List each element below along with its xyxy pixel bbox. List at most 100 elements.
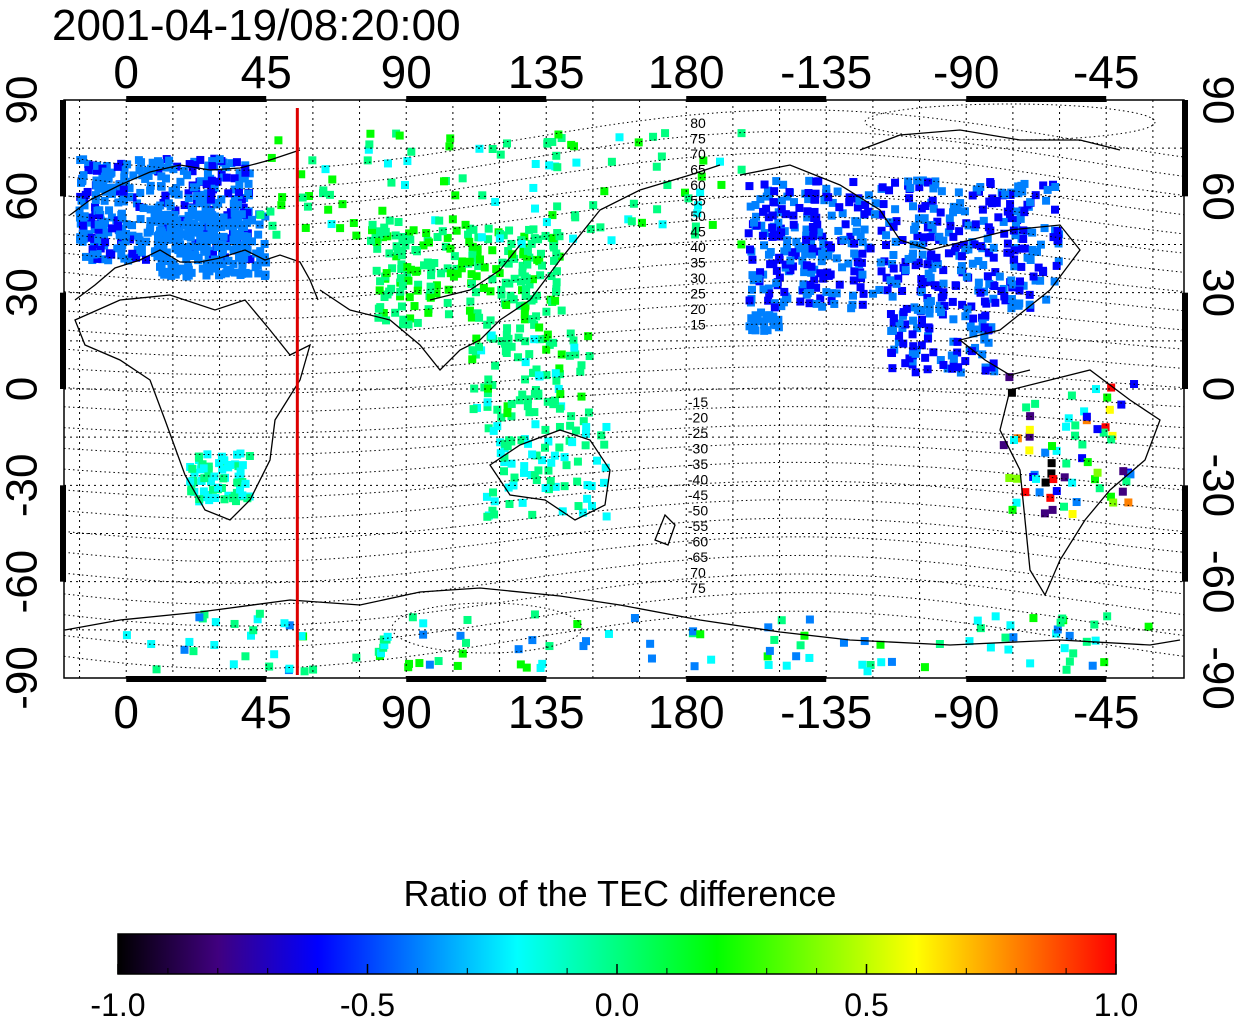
tec-patch [476,255,485,264]
tec-patch [646,639,655,648]
tec-patch [845,193,854,202]
tec-patch [923,260,932,269]
tec-patch [419,619,428,628]
tec-patch [929,348,938,357]
tec-patch [208,485,217,494]
tec-patch [775,255,784,264]
tec-patch [244,269,253,278]
tec-patch [422,229,431,238]
tec-patch [260,239,269,248]
tec-patch [79,171,88,180]
tec-patch [574,502,583,511]
tec-patch [549,241,558,250]
tec-patch [523,260,532,269]
tec-patch [548,137,557,146]
tec-patch [984,223,993,232]
contour-closed [864,103,1156,141]
tec-patch [974,278,983,287]
tec-patch [1041,448,1050,457]
tec-patch [392,252,401,261]
tec-patch [183,171,192,180]
tec-patch [139,204,148,213]
tec-patch [499,467,508,476]
tec-patch [207,188,216,197]
tec-patch [195,453,204,462]
tec-patch [430,259,439,268]
colorbar-tick-label: -1.0 [90,987,145,1023]
tec-patch [405,293,414,302]
tec-patch [1031,399,1040,408]
tec-patch [781,292,790,301]
tec-patch [497,413,506,422]
tec-patch [383,632,392,641]
tec-patch [985,279,994,288]
tec-patch [188,464,197,473]
tec-patch [204,490,213,499]
tec-patch [555,364,564,373]
tec-patch [444,310,453,319]
tec-patch [918,250,927,259]
tec-patch [796,242,805,251]
tec-patch [541,334,550,343]
tec-patch [693,209,702,218]
tec-patch [391,231,400,240]
tec-patch [427,271,436,280]
tec-patch [211,494,220,503]
tec-patch [971,220,980,229]
tec-patch [515,396,524,405]
tec-patch [567,140,576,149]
tec-patch [445,142,454,151]
tec-patch [1059,502,1068,511]
tec-patch [148,166,157,175]
tec-patch [597,431,606,440]
tec-patch [208,250,217,259]
tec-patch [202,259,211,268]
tec-patch [819,274,828,283]
tec-patch [230,619,239,628]
tec-patch [204,462,213,471]
tec-patch [408,613,417,622]
tec-patch [211,263,220,272]
tec-patch [969,329,978,338]
tec-patch [270,650,279,659]
tec-patch [184,211,193,220]
tec-patch [764,660,773,669]
tec-patch [98,172,107,181]
tec-patch [426,293,435,302]
tec-patch [107,213,116,222]
tec-patch [108,183,117,192]
tec-patch [203,450,212,459]
tec-patch [1005,214,1014,223]
tec-patch [471,288,480,297]
contour-line [63,344,1185,376]
tec-patch [222,173,231,182]
tec-patch [846,232,855,241]
tec-patch [380,293,389,302]
contour-line [63,517,1185,563]
tec-patch [532,476,541,485]
tec-patch [1020,208,1029,217]
tec-patch [997,286,1006,295]
tec-patch [458,174,467,183]
tec-patch [231,216,240,225]
tec-patch [909,342,918,351]
tec-patch [1013,474,1022,483]
tec-patch [403,157,412,166]
tec-patch [697,172,706,181]
tec-patch [953,337,962,346]
tec-patch [1021,488,1030,497]
tec-patch [489,426,498,435]
tec-patch [929,204,938,213]
tec-patch [805,176,814,185]
tec-patch [827,243,836,252]
tec-patch [808,250,817,259]
tec-patch [505,499,514,508]
tec-patch [468,346,477,355]
tec-patch [814,228,823,237]
tec-patch [1052,629,1061,638]
tec-patch [765,289,774,298]
tec-patch [478,191,487,200]
tec-patch [255,609,264,618]
tec-patch [205,496,214,505]
latitude-tick-label: -30 [1194,454,1240,518]
